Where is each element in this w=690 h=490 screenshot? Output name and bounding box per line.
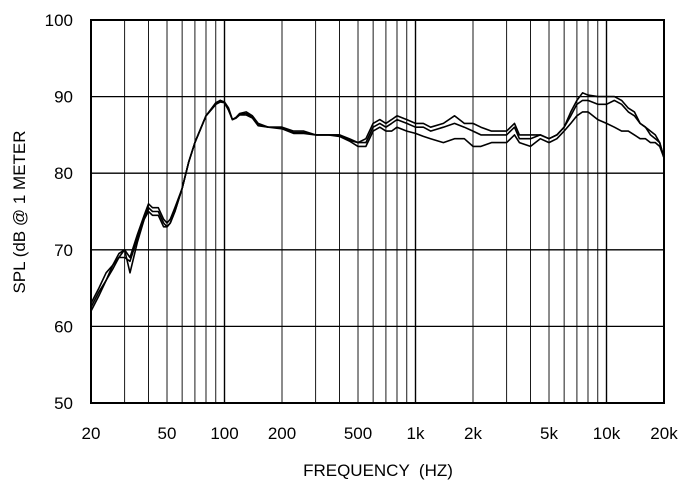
- x-tick-label: 20: [82, 424, 101, 443]
- x-tick-label: 100: [210, 424, 238, 443]
- x-tick-label: 2k: [464, 424, 482, 443]
- y-tick-label: 60: [54, 317, 73, 336]
- series-line-3: [90, 101, 665, 312]
- y-axis-label: SPL (dB @ 1 METER: [10, 130, 29, 293]
- y-tick-label: 80: [54, 164, 73, 183]
- x-tick-label: 50: [158, 424, 177, 443]
- series-lines: [90, 92, 665, 312]
- y-tick-labels: 50 60 70 80 90 100: [45, 11, 73, 413]
- y-tick-label: 100: [45, 11, 73, 30]
- x-tick-label: 200: [268, 424, 296, 443]
- x-tick-label: 20k: [650, 424, 678, 443]
- x-tick-labels: 20 50 100 200 500 1k 2k 5k 10k 20k: [82, 424, 679, 443]
- x-axis-label: FREQUENCY (HZ): [303, 461, 453, 480]
- series-line-1: [90, 92, 665, 304]
- x-tick-label: 1k: [407, 424, 425, 443]
- y-tick-label: 70: [54, 241, 73, 260]
- y-tick-label: 90: [54, 88, 73, 107]
- x-tick-label: 5k: [540, 424, 558, 443]
- x-tick-label: 10k: [593, 424, 621, 443]
- x-tick-label: 500: [344, 424, 372, 443]
- grid: [91, 19, 664, 404]
- plot-frame: [90, 19, 665, 404]
- y-tick-label: 50: [54, 394, 73, 413]
